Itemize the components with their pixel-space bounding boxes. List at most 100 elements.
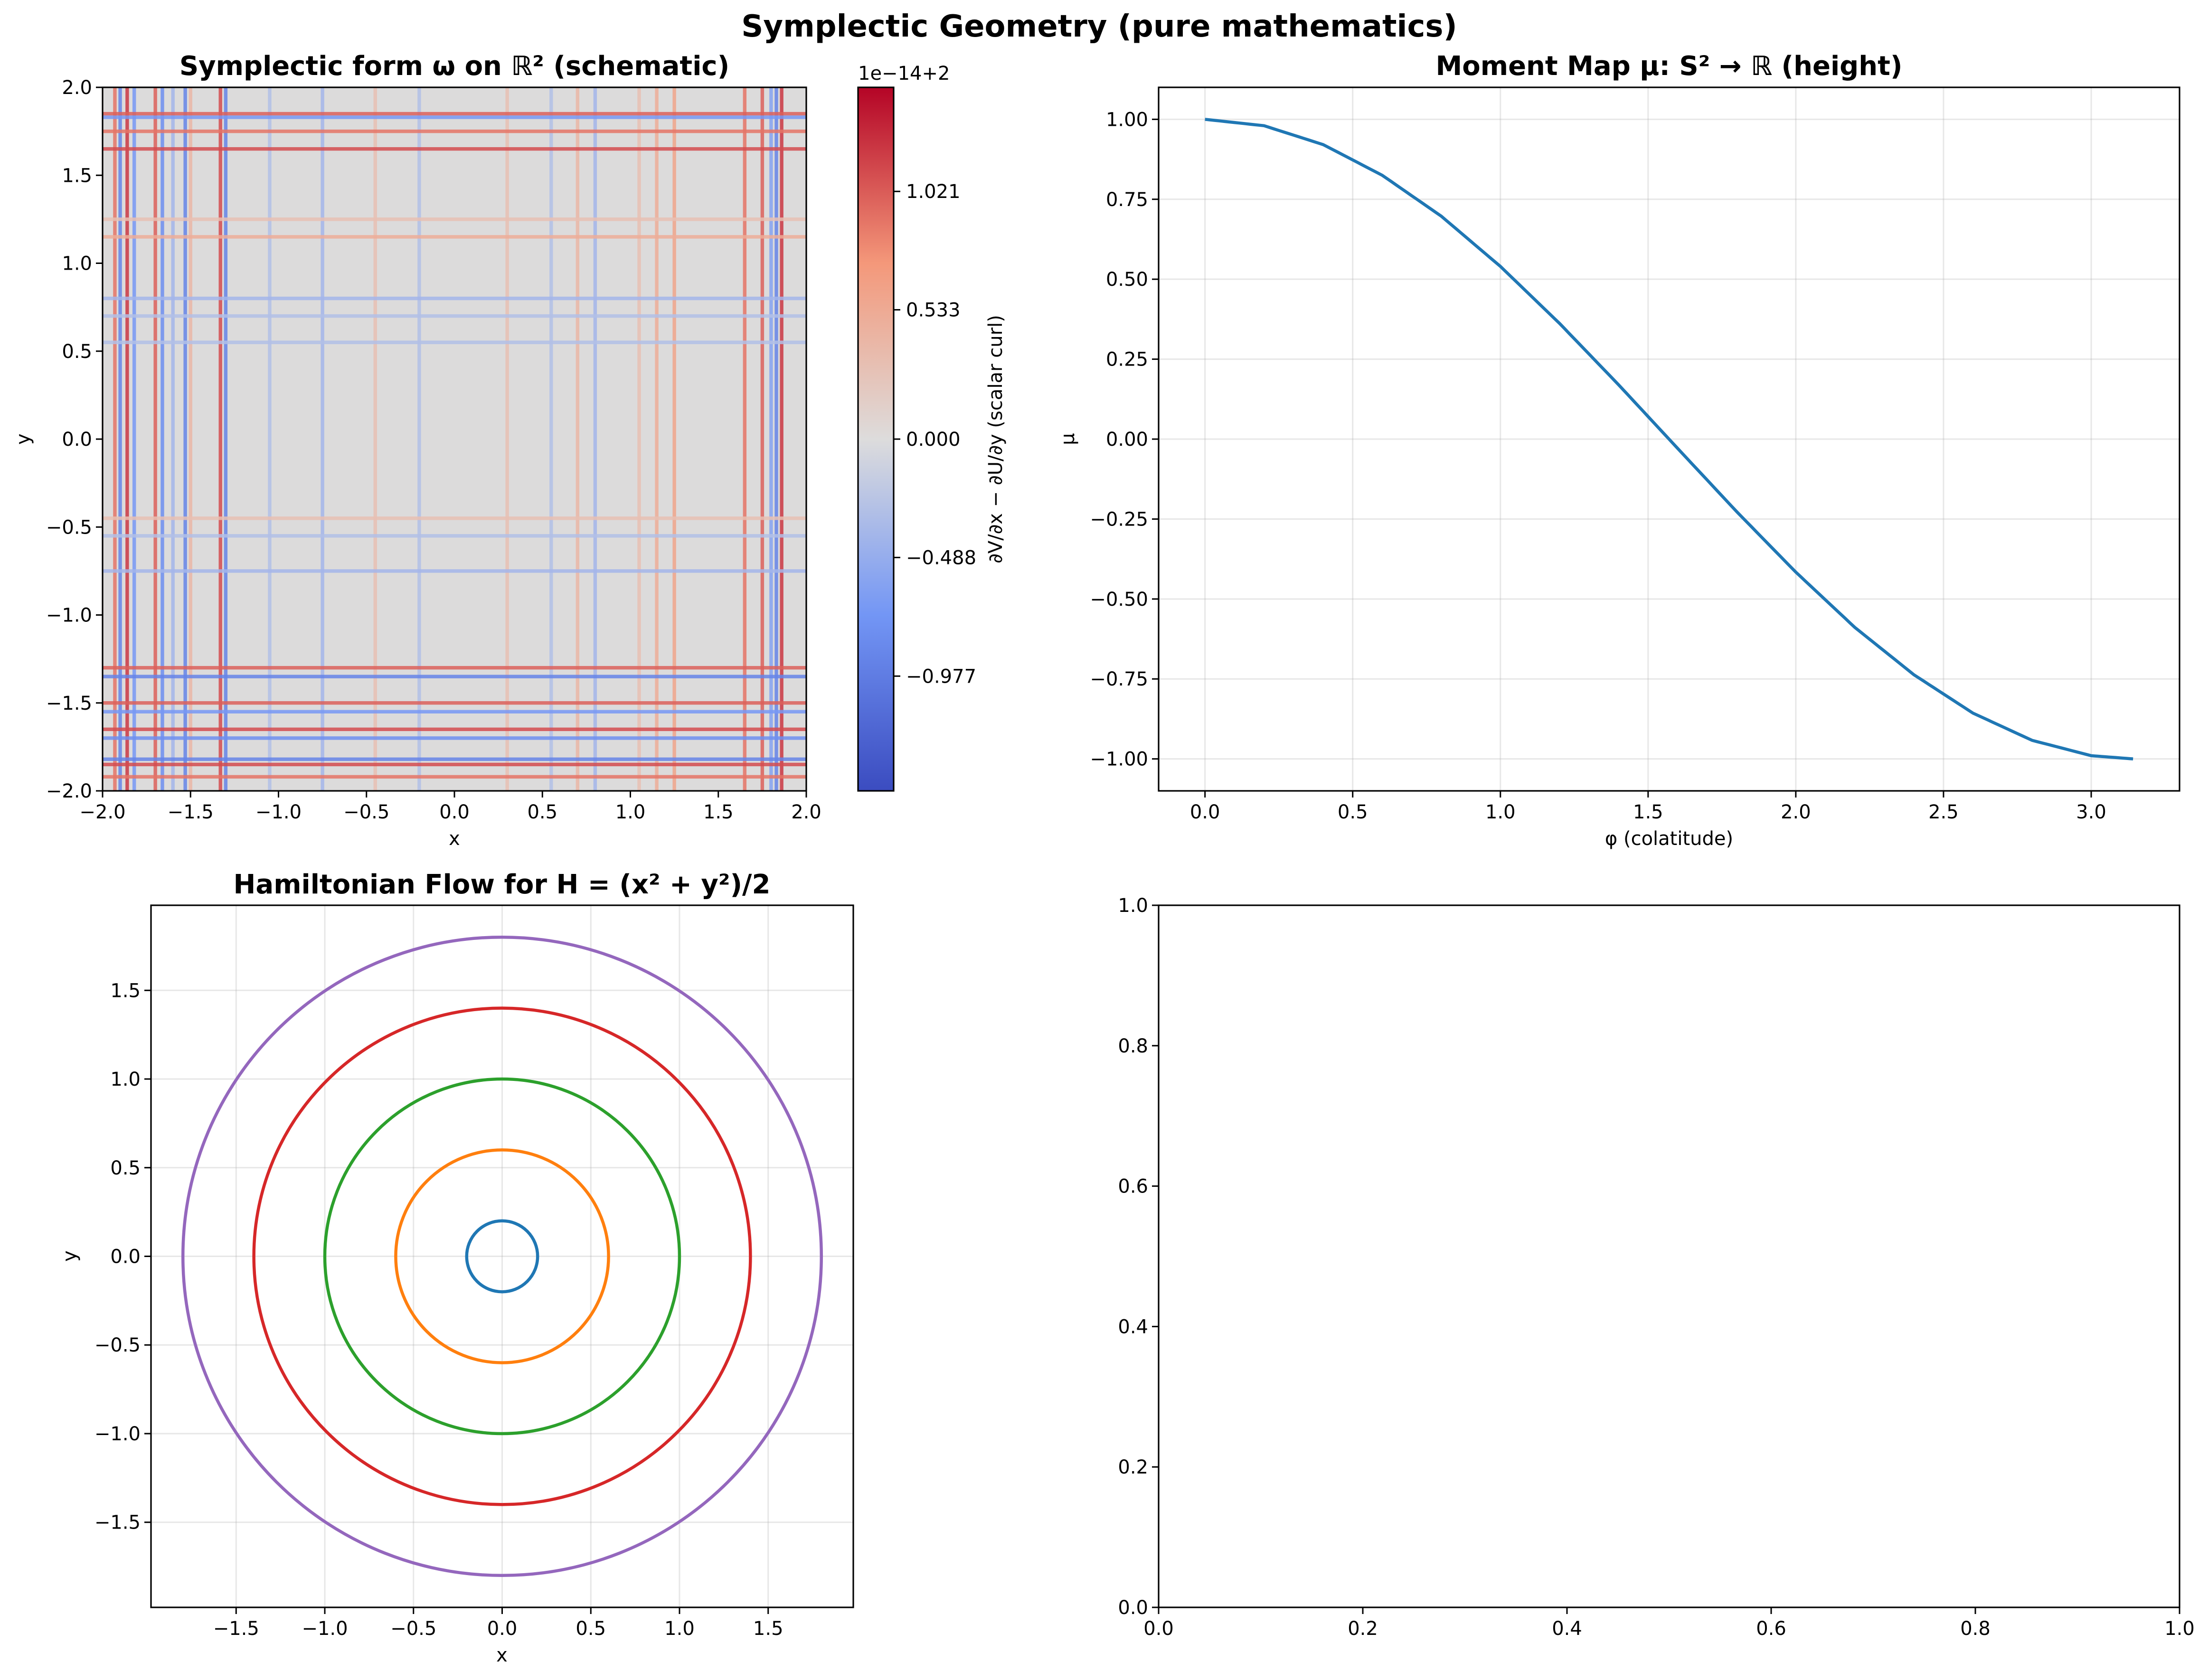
y-tick-label: −1.0 [94,1423,141,1445]
y-tick-label: 0.5 [110,1157,141,1179]
y-tick-label: −0.5 [46,516,92,538]
x-tick-label: −1.5 [168,801,214,823]
heatmap-horizontal-stripe [103,701,806,705]
heatmap-vertical-stripe [113,87,117,791]
y-tick-label: −0.50 [1090,589,1148,610]
x-tick-label: 0.2 [1348,1618,1378,1640]
x-tick-label: −1.5 [213,1618,259,1640]
heatmap-horizontal-stripe [103,710,806,713]
heatmap-horizontal-stripe [103,340,806,344]
heatmap-vertical-stripe [760,87,764,791]
hamiltonian-orbit [323,1077,681,1436]
panel-empty-axes: 0.0 0.2 0.4 0.6 0.8 1.0 0.0 0.2 0.4 0.6 0.8 1.0 [1118,895,2194,1640]
panel-symplectic-form: Symplectic form ω on ℝ² (schematic) −2.0… [12,51,1007,850]
heatmap-horizontal-stripe [103,666,806,670]
y-tick-label: 1.00 [1106,109,1148,131]
panel-hamiltonian-flow: Hamiltonian Flow for H = (x² + y²)/2 −1.… [59,869,854,1666]
heatmap-horizontal-stripe [103,762,806,767]
panel4-frame [1158,904,2180,1608]
x-tick-label: 1.0 [1485,801,1516,823]
y-tick-label: 0.8 [1118,1035,1148,1057]
x-tick-label: −2.0 [79,801,125,823]
heatmap-vertical-stripe [373,87,377,791]
y-tick-label: 0.4 [1118,1316,1148,1338]
panel1-y-label: y [12,433,34,445]
y-tick-label: 0.25 [1106,349,1148,371]
x-tick-label: 1.5 [703,801,734,823]
x-tick-label: 1.0 [664,1618,695,1640]
panel1-x-ticks: −2.0 −1.5 −1.0 −0.5 0.0 0.5 1.0 1.5 2.0 [79,791,821,823]
x-tick-label: 0.5 [1338,801,1368,823]
heatmap-horizontal-stripe [103,736,806,740]
heatmap-horizontal-stripe [103,129,806,133]
heatmap-vertical-stripe [576,87,580,791]
heatmap-vertical-stripe [417,87,421,791]
y-tick-label: −1.0 [46,605,92,627]
heatmap-vertical-stripe [125,87,129,791]
panel2-grid [1159,87,2180,791]
colorbar-label: ∂V/∂x − ∂U/∂y (scalar curl) [985,315,1007,563]
heatmap-background [103,87,806,791]
heatmap-horizontal-stripe [103,147,806,151]
panel2-series [1205,118,2133,760]
x-tick-label: 2.0 [1781,801,1811,823]
colorbar-ticks: 1.021 0.533 0.000 −0.488 −0.977 [894,181,976,687]
heatmap-horizontal-stripe [103,314,806,318]
panel3-y-label: y [59,1250,81,1262]
heatmap-vertical-stripe [743,87,747,791]
y-tick-label: −0.75 [1090,668,1148,690]
y-tick-label: −1.00 [1090,749,1148,770]
y-tick-label: −1.5 [94,1512,141,1534]
y-tick-label: 1.0 [1118,895,1148,917]
y-tick-label: 0.00 [1106,429,1148,451]
heatmap-vertical-stripe [549,87,553,791]
hamiltonian-orbit [465,1219,539,1294]
heatmap-vertical-stripe [655,87,659,791]
heatmap-vertical-stripe [672,87,676,791]
y-tick-label: 0.0 [1118,1597,1148,1619]
heatmap-vertical-stripe [189,87,192,791]
x-tick-label: 0.5 [576,1618,606,1640]
panel1-title: Symplectic form ω on ℝ² (schematic) [179,51,729,82]
panel2-y-label: μ [1057,433,1079,445]
panel4-x-ticks: 0.0 0.2 0.4 0.6 0.8 1.0 [1143,1607,2195,1640]
y-tick-label: 0.6 [1118,1176,1148,1198]
x-tick-label: −0.5 [343,801,389,823]
panel3-x-ticks: −1.5 −1.0 −0.5 0.0 0.5 1.0 1.5 [213,1607,783,1640]
x-tick-label: 2.0 [791,801,821,823]
figure-suptitle: Symplectic Geometry (pure mathematics) [741,9,1457,44]
y-tick-label: 2.0 [62,77,92,99]
heatmap-horizontal-stripe [103,534,806,538]
y-tick-label: 1.5 [62,165,92,187]
x-tick-label: 0.0 [1190,801,1220,823]
heatmap-vertical-stripe [132,87,136,791]
heatmap-vertical-stripe [160,87,164,791]
heatmap-horizontal-stripe [103,217,806,221]
x-tick-label: 1.5 [1633,801,1663,823]
heatmap-horizontal-stripe [103,727,806,732]
heatmap-vertical-stripe [171,87,175,791]
x-tick-label: 1.5 [753,1618,783,1640]
colorbar-tick-label: 0.000 [906,429,961,451]
y-tick-label: −2.0 [46,780,92,802]
panel2-y-ticks: 1.00 0.75 0.50 0.25 0.00 −0.25 −0.50 −0.75 −1.00 [1090,109,1159,770]
x-tick-label: 2.5 [1928,801,1959,823]
x-tick-label: 0.6 [1756,1618,1786,1640]
panel3-y-ticks: 1.5 1.0 0.5 0.0 −0.5 −1.0 −1.5 [94,980,151,1534]
heatmap-vertical-stripe [224,87,228,791]
heatmap-vertical-stripe [118,87,122,791]
y-tick-label: −0.25 [1090,508,1148,530]
y-tick-label: −0.5 [94,1334,141,1356]
heatmap-horizontal-stripe [103,115,806,119]
x-tick-label: 1.0 [2164,1618,2195,1640]
x-tick-label: 0.8 [1960,1618,1991,1640]
heatmap-horizontal-stripe [103,569,806,573]
moment-map-curve [1205,118,2133,760]
x-tick-label: 3.0 [2076,801,2106,823]
x-tick-label: 0.0 [439,801,470,823]
heatmap-vertical-stripe [769,87,773,791]
hamiltonian-orbit [181,935,823,1577]
y-tick-label: 1.0 [62,253,92,275]
panel3-x-label: x [496,1644,508,1666]
